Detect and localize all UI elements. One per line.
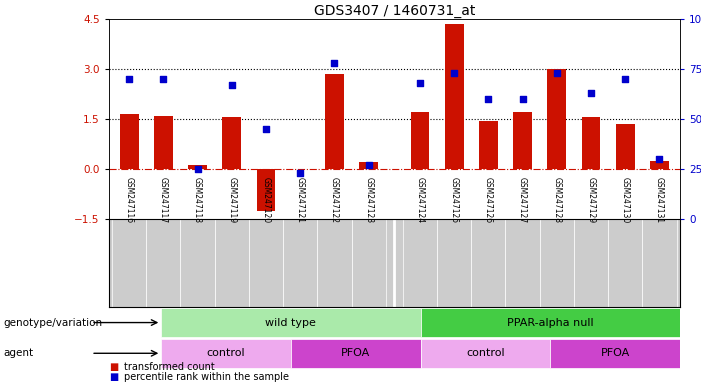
Text: transformed count: transformed count [124,362,215,372]
Point [123,76,135,82]
Text: genotype/variation: genotype/variation [4,318,102,328]
Bar [283,219,318,307]
Text: GSM247130: GSM247130 [620,177,629,223]
Text: GSM247117: GSM247117 [159,177,168,223]
Bar [249,219,283,307]
Text: ■: ■ [109,372,118,382]
Text: GSM247123: GSM247123 [364,177,373,223]
Bar [351,219,386,307]
Text: PFOA: PFOA [601,348,629,358]
Point [260,126,271,132]
Bar [180,219,215,307]
Bar [471,219,505,307]
Bar [505,219,540,307]
Bar [318,219,351,307]
Point [483,96,494,102]
Point [551,70,562,76]
Bar [359,162,378,169]
Text: ■: ■ [109,362,118,372]
Text: GSM247128: GSM247128 [552,177,562,223]
Bar [161,308,421,337]
Bar [188,165,207,169]
Bar [540,219,574,307]
Bar [574,219,608,307]
Text: PPAR-alpha null: PPAR-alpha null [507,318,594,328]
Text: GSM247129: GSM247129 [587,177,596,223]
Bar [479,121,498,169]
Bar [222,118,241,169]
Bar [582,118,601,169]
Text: PFOA: PFOA [341,348,370,358]
Text: GSM247118: GSM247118 [193,177,202,223]
Bar [437,219,471,307]
Text: GSM247120: GSM247120 [261,177,271,223]
Text: GSM247122: GSM247122 [330,177,339,223]
Text: GSM247124: GSM247124 [416,177,425,223]
Text: control: control [207,348,245,358]
Point [329,60,340,66]
Text: GSM247116: GSM247116 [125,177,134,223]
Bar [444,24,463,169]
Bar [403,219,437,307]
Text: wild type: wild type [266,318,316,328]
Text: GSM247121: GSM247121 [296,177,305,223]
Point [226,82,238,88]
Point [192,166,203,172]
Bar [650,161,669,169]
Point [294,170,306,176]
Bar [120,114,139,169]
Text: GSM247127: GSM247127 [518,177,527,223]
Bar [642,219,676,307]
Text: percentile rank within the sample: percentile rank within the sample [124,372,289,382]
Point [585,90,597,96]
Text: GSM247125: GSM247125 [449,177,458,223]
Bar [421,339,550,368]
Point [363,162,374,168]
Bar [215,219,249,307]
Point [158,76,169,82]
Bar [608,219,642,307]
Text: GSM247119: GSM247119 [227,177,236,223]
Bar [513,113,532,169]
Text: GSM247126: GSM247126 [484,177,493,223]
Bar [615,124,634,169]
Text: agent: agent [4,348,34,358]
Bar [325,74,344,169]
Point [620,76,631,82]
Bar [411,113,430,169]
Point [449,70,460,76]
Text: control: control [466,348,505,358]
Bar [421,308,680,337]
Title: GDS3407 / 1460731_at: GDS3407 / 1460731_at [313,4,475,18]
Text: GSM247131: GSM247131 [655,177,664,223]
Point [654,156,665,162]
Point [414,80,426,86]
Bar [161,339,291,368]
Bar [154,116,173,169]
Bar [547,69,566,169]
Bar [112,219,147,307]
Bar [291,339,421,368]
Bar [550,339,680,368]
Bar [257,169,275,210]
Bar [147,219,180,307]
Point [517,96,529,102]
